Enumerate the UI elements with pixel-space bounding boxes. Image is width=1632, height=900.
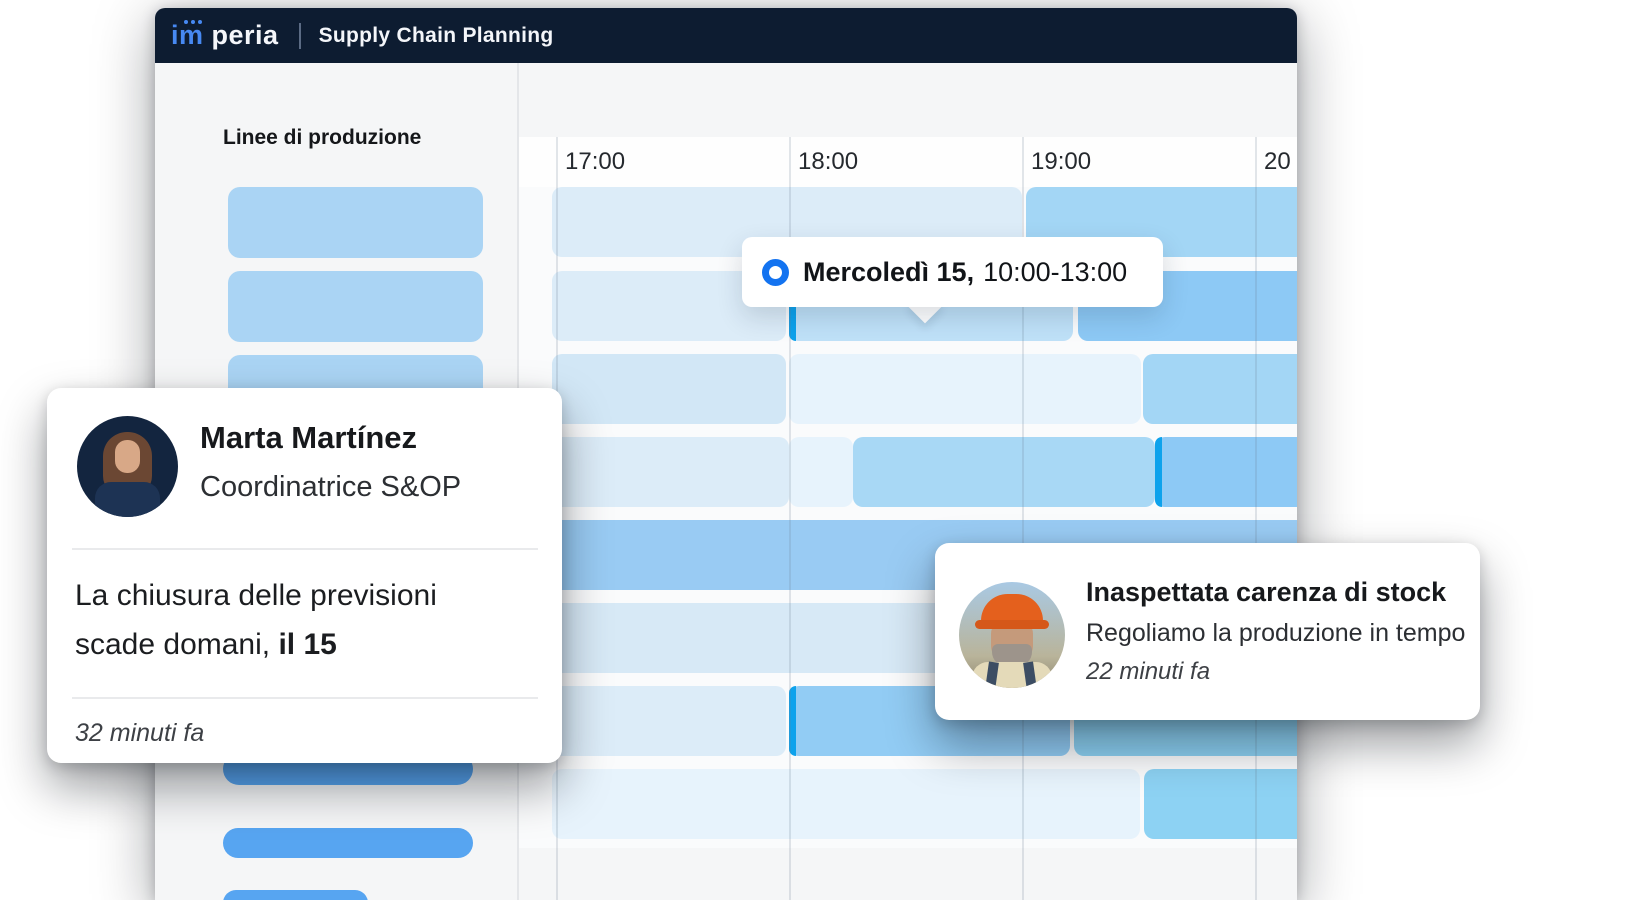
production-line-item xyxy=(228,187,483,258)
event-start-accent xyxy=(789,686,796,756)
time-label: 20 xyxy=(1264,148,1291,175)
avatar-face xyxy=(115,440,140,473)
production-line-item xyxy=(223,890,368,900)
logo-text-im: im xyxy=(171,20,204,50)
avatar-hardhat-brim xyxy=(975,620,1049,629)
avatar-beard xyxy=(992,644,1032,666)
logo-dots-icon xyxy=(184,20,188,24)
avatar-body xyxy=(95,482,160,517)
notification-message: La chiusura delle previsioni scade doman… xyxy=(75,571,437,669)
alert-title: Inaspettata carenza di stock xyxy=(1086,577,1447,607)
card-divider xyxy=(72,697,538,699)
timeline-header xyxy=(518,137,1297,187)
time-label: 19:00 xyxy=(1031,148,1092,175)
timeline-gridline xyxy=(1022,137,1024,900)
gantt-bar[interactable] xyxy=(552,354,786,424)
gantt-bar[interactable] xyxy=(1144,769,1297,839)
alert-subtitle: Regoliamo la produzione in tempo xyxy=(1086,619,1466,647)
production-line-item xyxy=(228,271,483,342)
app-header: im peria Supply Chain Planning xyxy=(155,8,1297,63)
avatar-shirt xyxy=(972,662,1052,688)
notification-card-stock[interactable]: Inaspettata carenza di stock Regoliamo l… xyxy=(935,543,1480,720)
sidebar-title: Linee di produzione xyxy=(223,126,422,149)
header-divider xyxy=(298,22,301,49)
event-tooltip-text: Mercoledì 15, 10:00-13:00 xyxy=(803,257,1127,288)
message-line2-emphasis: il 15 xyxy=(278,628,337,661)
event-time-range: 10:00-13:00 xyxy=(983,256,1128,287)
event-tooltip: Mercoledì 15, 10:00-13:00 xyxy=(742,237,1163,307)
event-date: Mercoledì 15, xyxy=(803,256,975,287)
sender-role: Coordinatrice S&OP xyxy=(200,471,462,503)
timeline-gridline xyxy=(789,137,791,900)
message-line2: scade domani, xyxy=(75,628,279,661)
sender-name: Marta Martínez xyxy=(200,420,418,455)
event-start-accent xyxy=(1155,437,1162,507)
gantt-bar[interactable] xyxy=(789,354,1141,424)
gantt-bar[interactable] xyxy=(1155,437,1297,507)
gantt-bar[interactable] xyxy=(552,437,789,507)
gantt-bar[interactable] xyxy=(853,437,1155,507)
timeline-gridline xyxy=(1255,137,1257,900)
production-line-item xyxy=(223,828,473,858)
logo-text-peria: peria xyxy=(211,20,279,50)
gantt-bar[interactable] xyxy=(789,437,853,507)
event-status-ring-icon xyxy=(762,258,789,286)
card-divider xyxy=(72,548,538,550)
notification-timestamp: 32 minuti fa xyxy=(75,719,205,747)
imperia-logo: im peria xyxy=(171,8,279,63)
notification-card-marta[interactable]: Marta Martínez Coordinatrice S&OP La chi… xyxy=(47,388,562,763)
app-title: Supply Chain Planning xyxy=(318,23,554,47)
gantt-bar[interactable] xyxy=(1143,354,1297,424)
alert-timestamp: 22 minuti fa xyxy=(1086,658,1211,685)
time-label: 17:00 xyxy=(565,148,626,175)
gantt-bar[interactable] xyxy=(552,769,1140,839)
avatar-worker xyxy=(959,582,1065,688)
time-label: 18:00 xyxy=(798,148,859,175)
message-line1: La chiusura delle previsioni xyxy=(75,579,437,612)
avatar-marta xyxy=(77,416,178,517)
gantt-bar[interactable] xyxy=(552,686,786,756)
